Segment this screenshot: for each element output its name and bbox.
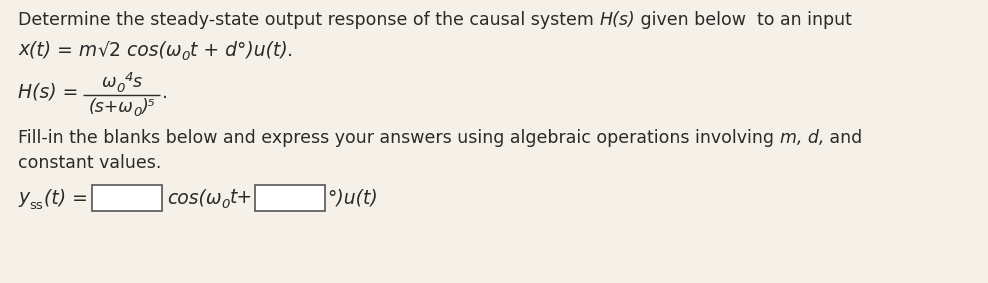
Text: ss: ss [29,199,42,212]
Text: 4: 4 [124,71,133,84]
Text: Determine the steady-state output response of the causal system: Determine the steady-state output respon… [18,11,600,29]
Bar [255,185,325,211]
Text: 0: 0 [133,106,141,119]
Text: and: and [824,129,863,147]
Text: 0: 0 [221,198,230,211]
Text: constant values.: constant values. [18,154,161,172]
Text: .: . [162,83,168,102]
Text: (s+ω: (s+ω [88,98,133,116]
Text: (t) =: (t) = [43,188,88,207]
Text: (t) = m: (t) = m [29,40,97,59]
Text: s: s [133,73,142,91]
Text: °)u(t): °)u(t) [327,188,377,207]
Text: 0: 0 [182,50,190,63]
Text: ω: ω [102,73,117,91]
Text: t+: t+ [230,188,253,207]
Text: H(s): H(s) [600,11,635,29]
Text: given below  to an input: given below to an input [635,11,852,29]
Bar [92,185,162,211]
Text: √2: √2 [97,40,122,59]
Text: 0: 0 [117,82,124,95]
Text: y: y [18,188,29,207]
Text: Fill-in the blanks below and express your answers using algebraic operations inv: Fill-in the blanks below and express you… [18,129,780,147]
Text: m, d,: m, d, [780,129,824,147]
Text: )⁵: )⁵ [141,98,155,116]
Text: cos(ω: cos(ω [167,188,221,207]
Text: H(s) =: H(s) = [18,83,78,102]
Text: cos(ω: cos(ω [122,40,182,59]
Text: t + d°)u(t).: t + d°)u(t). [190,40,293,59]
Text: x: x [18,40,29,59]
